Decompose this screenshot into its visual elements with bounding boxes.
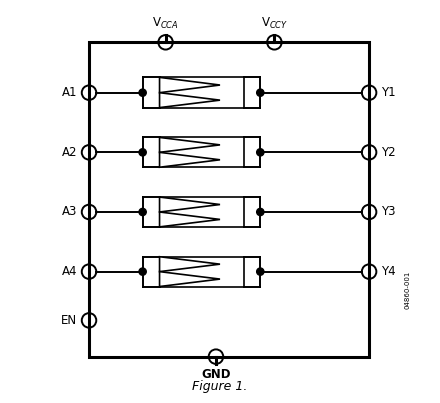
- Text: A1: A1: [62, 86, 77, 99]
- Polygon shape: [160, 272, 220, 287]
- Circle shape: [257, 149, 264, 156]
- Text: A2: A2: [62, 146, 77, 159]
- Polygon shape: [160, 197, 220, 212]
- Text: Y4: Y4: [381, 265, 396, 278]
- Text: V$_{CCA}$: V$_{CCA}$: [152, 16, 179, 31]
- Text: GND: GND: [201, 368, 231, 381]
- Polygon shape: [160, 137, 220, 152]
- Circle shape: [257, 268, 264, 275]
- Polygon shape: [160, 257, 220, 272]
- Polygon shape: [160, 152, 220, 167]
- Circle shape: [257, 89, 264, 96]
- Text: 04860-001: 04860-001: [404, 271, 411, 310]
- Circle shape: [139, 208, 146, 216]
- Circle shape: [139, 89, 146, 96]
- Circle shape: [139, 149, 146, 156]
- Polygon shape: [160, 212, 220, 227]
- Text: A4: A4: [62, 265, 77, 278]
- Text: Figure 1.: Figure 1.: [192, 380, 248, 393]
- Text: V$_{CCY}$: V$_{CCY}$: [261, 16, 288, 31]
- Text: Y2: Y2: [381, 146, 396, 159]
- Text: A3: A3: [62, 206, 77, 218]
- Polygon shape: [160, 77, 220, 93]
- Circle shape: [139, 268, 146, 275]
- Text: Y3: Y3: [381, 206, 396, 218]
- Text: Y1: Y1: [381, 86, 396, 99]
- Text: EN: EN: [61, 314, 77, 327]
- Polygon shape: [160, 93, 220, 108]
- Circle shape: [257, 208, 264, 216]
